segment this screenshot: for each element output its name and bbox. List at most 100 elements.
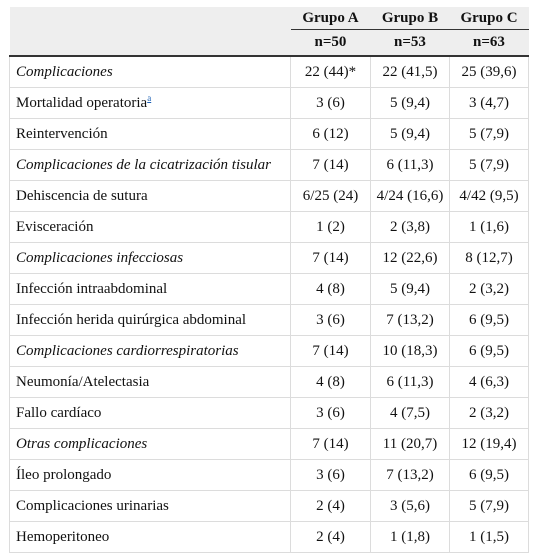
value-group-a: 2 (4) <box>290 521 371 553</box>
table-header: Grupo A Grupo B Grupo C n=50 n=53 n=63 <box>9 7 529 57</box>
value-group-b: 11 (20,7) <box>370 428 450 460</box>
table-row: Evisceración 1 (2) 2 (3,8) 1 (1,6) <box>9 211 529 243</box>
row-label: Infección herida quirúrgica abdominal <box>9 304 291 336</box>
row-label: Evisceración <box>9 211 291 243</box>
value-group-a: 4 (8) <box>290 273 371 305</box>
complications-table: Grupo A Grupo B Grupo C n=50 n=53 n=63 C… <box>9 7 529 553</box>
table-row: Complicaciones de la cicatrización tisul… <box>9 149 529 181</box>
header-count-c: n=63 <box>449 29 529 57</box>
row-label: Complicaciones <box>9 56 291 88</box>
row-label-text: Evisceración <box>16 218 94 235</box>
value-group-a: 4 (8) <box>290 366 371 398</box>
value-group-b: 6 (11,3) <box>370 149 450 181</box>
row-label-text: Complicaciones <box>16 63 113 80</box>
value-group-a: 7 (14) <box>290 428 371 460</box>
value-group-c: 1 (1,5) <box>449 521 529 553</box>
table-row: Complicaciones cardiorrespiratorias 7 (14… <box>9 335 529 367</box>
table-row: Neumonía/Atelectasia 4 (8) 6 (11,3) 4 (6,3) <box>9 366 529 398</box>
row-label: Otras complicaciones <box>9 428 291 460</box>
header-label-cell <box>9 7 291 57</box>
row-label-text: Reintervención <box>16 125 108 142</box>
table-row: Complicaciones urinarias 2 (4) 3 (5,6) 5 (7… <box>9 490 529 522</box>
header-count-a: n=50 <box>290 29 371 57</box>
value-group-b: 2 (3,8) <box>370 211 450 243</box>
row-label-text: Íleo prolongado <box>16 466 112 483</box>
table-row: Dehiscencia de sutura 6/25 (24) 4/24 (16,6… <box>9 180 529 212</box>
value-group-a: 3 (6) <box>290 304 371 336</box>
value-group-b: 3 (5,6) <box>370 490 450 522</box>
footnote-link[interactable]: a <box>147 92 152 103</box>
value-group-c: 3 (4,7) <box>449 87 529 119</box>
value-group-a: 2 (4) <box>290 490 371 522</box>
table-row: Fallo cardíaco 3 (6) 4 (7,5) 2 (3,2) <box>9 397 529 429</box>
row-label: Hemoperitoneo <box>9 521 291 553</box>
header-count-b: n=53 <box>370 29 450 57</box>
value-group-a: 3 (6) <box>290 397 371 429</box>
value-group-a: 22 (44)* <box>290 56 371 88</box>
table-row: Otras complicaciones 7 (14) 11 (20,7) 12 (1… <box>9 428 529 460</box>
value-group-c: 5 (7,9) <box>449 490 529 522</box>
value-group-c: 2 (3,2) <box>449 273 529 305</box>
value-group-a: 6 (12) <box>290 118 371 150</box>
table-row: Infección intraabdominal 4 (8) 5 (9,4) 2 (3… <box>9 273 529 305</box>
table-row: Mortalidad operatoriaa 3 (6) 5 (9,4) 3 (4,7… <box>9 87 529 119</box>
row-label: Neumonía/Atelectasia <box>9 366 291 398</box>
row-label-text: Mortalidad operatoria <box>16 94 148 111</box>
row-label: Infección intraabdominal <box>9 273 291 305</box>
value-group-b: 7 (13,2) <box>370 304 450 336</box>
row-label: Dehiscencia de sutura <box>9 180 291 212</box>
row-label-text: Complicaciones infecciosas <box>16 249 184 266</box>
value-group-a: 7 (14) <box>290 242 371 274</box>
value-group-b: 5 (9,4) <box>370 273 450 305</box>
header-group-b: Grupo B <box>370 7 450 30</box>
value-group-b: 7 (13,2) <box>370 459 450 491</box>
row-label: Complicaciones urinarias <box>9 490 291 522</box>
value-group-b: 1 (1,8) <box>370 521 450 553</box>
table-row: Complicaciones 22 (44)* 22 (41,5) 25 (39,6) <box>9 56 529 88</box>
value-group-a: 3 (6) <box>290 87 371 119</box>
value-group-c: 6 (9,5) <box>449 459 529 491</box>
table-body: Complicaciones 22 (44)* 22 (41,5) 25 (39,6)… <box>9 56 529 553</box>
row-label: Fallo cardíaco <box>9 397 291 429</box>
value-group-c: 2 (3,2) <box>449 397 529 429</box>
table-row: Hemoperitoneo 2 (4) 1 (1,8) 1 (1,5) <box>9 521 529 553</box>
table-row: Reintervención 6 (12) 5 (9,4) 5 (7,9) <box>9 118 529 150</box>
row-label: Reintervención <box>9 118 291 150</box>
row-label-text: Complicaciones cardiorrespiratorias <box>16 342 239 359</box>
value-group-b: 5 (9,4) <box>370 87 450 119</box>
value-group-a: 7 (14) <box>290 149 371 181</box>
value-group-b: 4/24 (16,6) <box>370 180 450 212</box>
row-label: Complicaciones cardiorrespiratorias <box>9 335 291 367</box>
value-group-a: 1 (2) <box>290 211 371 243</box>
value-group-c: 1 (1,6) <box>449 211 529 243</box>
value-group-c: 4/42 (9,5) <box>449 180 529 212</box>
row-label-text: Infección herida quirúrgica abdominal <box>16 311 247 328</box>
value-group-c: 6 (9,5) <box>449 335 529 367</box>
table-row: Íleo prolongado 3 (6) 7 (13,2) 6 (9,5) <box>9 459 529 491</box>
value-group-b: 6 (11,3) <box>370 366 450 398</box>
row-label: Complicaciones infecciosas <box>9 242 291 274</box>
row-label: Íleo prolongado <box>9 459 291 491</box>
table-row: Complicaciones infecciosas 7 (14) 12 (22,6… <box>9 242 529 274</box>
value-group-c: 6 (9,5) <box>449 304 529 336</box>
value-group-b: 5 (9,4) <box>370 118 450 150</box>
value-group-c: 5 (7,9) <box>449 149 529 181</box>
row-label-text: Infección intraabdominal <box>16 280 168 297</box>
header-group-a: Grupo A <box>290 7 371 30</box>
value-group-b: 22 (41,5) <box>370 56 450 88</box>
value-group-a: 6/25 (24) <box>290 180 371 212</box>
value-group-c: 8 (12,7) <box>449 242 529 274</box>
row-label-text: Complicaciones urinarias <box>16 497 169 514</box>
value-group-c: 5 (7,9) <box>449 118 529 150</box>
row-label-text: Otras complicaciones <box>16 435 148 452</box>
value-group-c: 25 (39,6) <box>449 56 529 88</box>
value-group-b: 4 (7,5) <box>370 397 450 429</box>
value-group-a: 7 (14) <box>290 335 371 367</box>
row-label-text: Fallo cardíaco <box>16 404 102 421</box>
value-group-b: 10 (18,3) <box>370 335 450 367</box>
value-group-c: 12 (19,4) <box>449 428 529 460</box>
row-label-text: Complicaciones de la cicatrización tisul… <box>16 156 271 173</box>
row-label-text: Dehiscencia de sutura <box>16 187 148 204</box>
row-label-text: Neumonía/Atelectasia <box>16 373 150 390</box>
row-label: Mortalidad operatoriaa <box>9 87 291 119</box>
